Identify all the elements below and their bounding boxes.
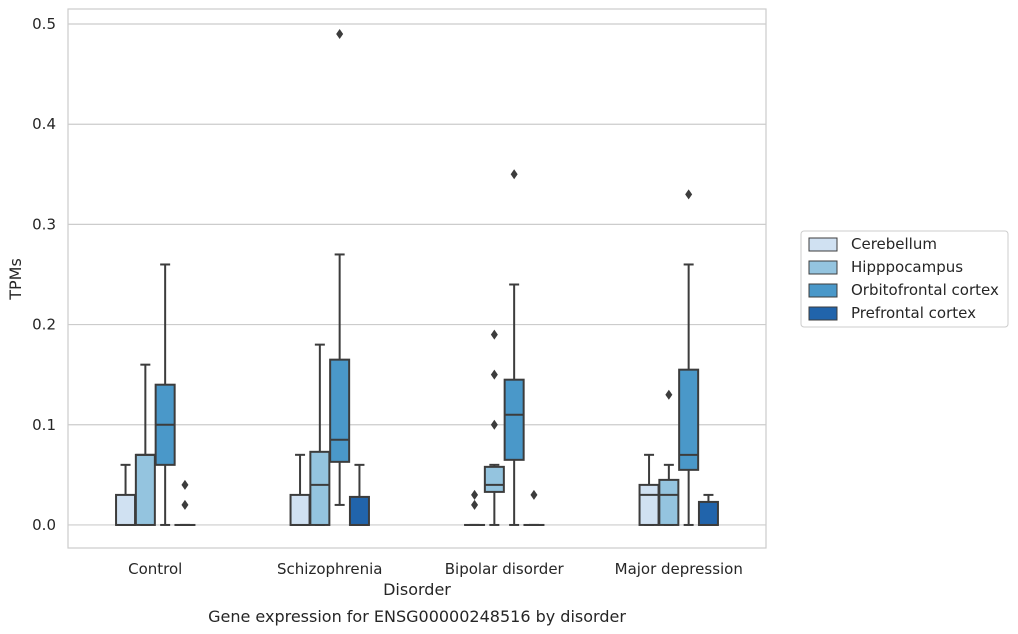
box-body [309, 450, 331, 526]
legend-swatch [808, 237, 838, 252]
outlier-point [181, 479, 189, 490]
legend-frame [800, 230, 1009, 328]
legend-swatch [808, 260, 838, 275]
box-prefrontal-cortex [523, 489, 545, 526]
box-prefrontal-cortex [348, 463, 370, 526]
box-cerebellum [289, 453, 311, 526]
box-body [329, 358, 351, 463]
y-tick-label: 0.4 [32, 115, 56, 133]
box-body [678, 368, 700, 471]
legend-label: Hipppocampus [851, 258, 963, 276]
legend-swatch [808, 283, 838, 298]
outlier-point [490, 329, 498, 340]
box-prefrontal-cortex [697, 493, 719, 526]
outlier-point [530, 489, 538, 500]
box-cerebellum [638, 453, 660, 526]
outlier-point [685, 189, 693, 200]
box-body [115, 493, 137, 526]
box-prefrontal-cortex [174, 479, 196, 526]
outlier-point [665, 389, 673, 400]
x-tick-label: Bipolar disorder [445, 560, 565, 578]
box-body [134, 453, 156, 526]
outlier-point [490, 419, 498, 430]
outlier-point [490, 369, 498, 380]
box-body [658, 478, 680, 526]
box-body [289, 493, 311, 526]
x-axis-label: Disorder [383, 580, 451, 599]
box-orbitofrontal-cortex [678, 189, 700, 526]
box-orbitofrontal-cortex [154, 263, 176, 526]
box-body [503, 378, 525, 461]
x-tick-label: Control [128, 560, 182, 578]
y-tick-label: 0.5 [32, 15, 56, 33]
x-tick-label: Major depression [615, 560, 743, 578]
plot-frame [67, 8, 767, 549]
box-orbitofrontal-cortex [329, 29, 351, 506]
box-hipppocampus [309, 343, 331, 526]
outlier-point [471, 489, 479, 500]
box-body [483, 465, 505, 493]
box-cerebellum [115, 463, 137, 526]
box-hipppocampus [658, 389, 680, 526]
y-tick-label: 0.1 [32, 416, 56, 434]
box-body [638, 483, 660, 526]
y-tick-label: 0.0 [32, 516, 56, 534]
y-tick-label: 0.3 [32, 215, 56, 233]
legend-label: Prefrontal cortex [851, 304, 976, 322]
box-body [348, 495, 370, 526]
outlier-point [471, 499, 479, 510]
y-tick-label: 0.2 [32, 316, 56, 334]
legend-label: Orbitofrontal cortex [851, 281, 999, 299]
legend-label: Cerebellum [851, 235, 937, 253]
box-cerebellum [464, 489, 486, 526]
legend-swatch [808, 306, 838, 321]
outlier-point [510, 169, 518, 180]
outlier-point [181, 499, 189, 510]
x-axis-ticks: Control Schizophrenia Bipolar disorder Majo… [128, 560, 743, 578]
box-body [697, 500, 719, 526]
box-hipppocampus [483, 329, 505, 526]
box-orbitofrontal-cortex [503, 169, 525, 526]
box-hipppocampus [134, 363, 156, 526]
outlier-point [336, 29, 344, 40]
y-axis-label: TPMs [6, 258, 25, 301]
box-plot-area [115, 29, 719, 526]
x-tick-label: Schizophrenia [277, 560, 382, 578]
figure-caption: Gene expression for ENSG00000248516 by d… [208, 607, 626, 626]
y-axis-ticks: 0.0 0.1 0.2 0.3 0.4 0.5 [32, 15, 56, 534]
legend: Cerebellum Hipppocampus Orbitofrontal cort… [800, 230, 1009, 328]
